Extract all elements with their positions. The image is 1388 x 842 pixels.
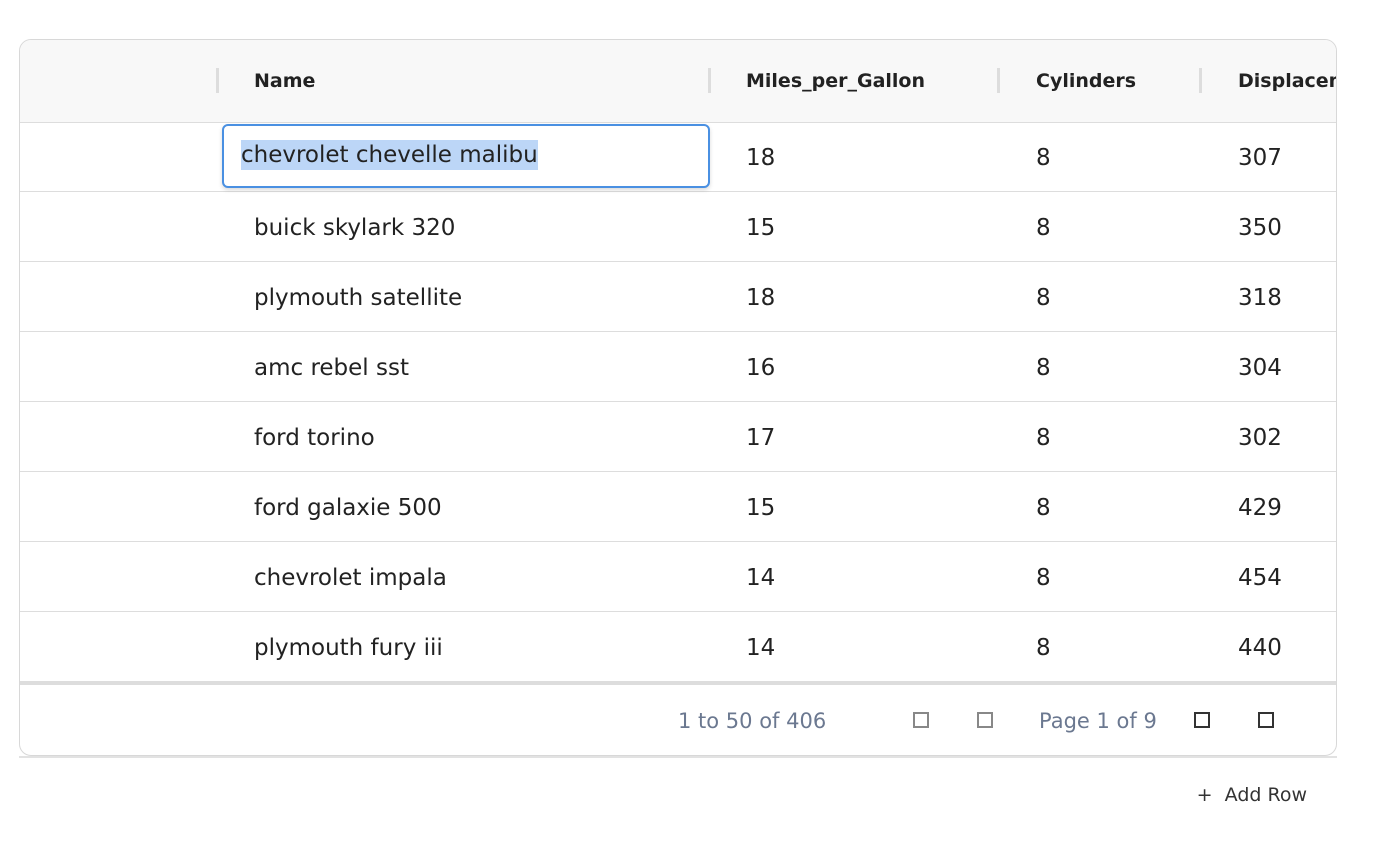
table-cell[interactable]: plymouth fury iii — [254, 635, 443, 661]
table-cell[interactable]: 8 — [1036, 425, 1051, 451]
column-resize-handle[interactable] — [216, 68, 219, 93]
table-cell[interactable]: 17 — [746, 425, 776, 451]
table-row: chevrolet chevelle malibu 18 8 307 — [20, 122, 1336, 192]
table-row: ford galaxie 500 15 8 429 — [20, 472, 1336, 542]
table-cell[interactable]: 8 — [1036, 145, 1051, 171]
table-row: buick skylark 320 15 8 350 — [20, 192, 1336, 262]
table-cell[interactable]: 18 — [746, 145, 776, 171]
table-cell[interactable]: 8 — [1036, 215, 1051, 241]
table-row: amc rebel sst 16 8 304 — [20, 332, 1336, 402]
table-cell[interactable]: 14 — [746, 565, 776, 591]
header-mpg[interactable]: Miles_per_Gallon — [746, 70, 926, 92]
table-cell[interactable]: 8 — [1036, 495, 1051, 521]
table-cell[interactable]: 440 — [1238, 635, 1282, 661]
cell-editor-input[interactable]: chevrolet chevelle malibu — [222, 124, 710, 188]
table-cell[interactable]: ford torino — [254, 425, 375, 451]
first-page-button[interactable] — [913, 712, 929, 728]
table-cell[interactable]: 15 — [746, 215, 776, 241]
table-cell[interactable]: 8 — [1036, 285, 1051, 311]
table-row: chevrolet impala 14 8 454 — [20, 542, 1336, 612]
table-cell[interactable]: 15 — [746, 495, 776, 521]
table-cell[interactable]: 304 — [1238, 355, 1282, 381]
table-cell[interactable]: 16 — [746, 355, 776, 381]
divider — [19, 756, 1337, 758]
table-cell[interactable]: ford galaxie 500 — [254, 495, 442, 521]
table-cell[interactable]: buick skylark 320 — [254, 215, 456, 241]
grid-header: Name Miles_per_Gallon Cylinders Displace… — [20, 40, 1336, 123]
last-page-button[interactable] — [1258, 712, 1274, 728]
add-row-button[interactable]: + Add Row — [1197, 784, 1307, 806]
table-cell[interactable]: amc rebel sst — [254, 355, 409, 381]
table-cell[interactable]: 350 — [1238, 215, 1282, 241]
add-row-label: Add Row — [1224, 784, 1307, 806]
row-range: 1 to 50 of 406 — [678, 709, 827, 733]
pagination-bar: 1 to 50 of 406 Page 1 of 9 — [20, 682, 1336, 755]
table-cell[interactable]: 8 — [1036, 635, 1051, 661]
header-name[interactable]: Name — [254, 70, 316, 92]
table-cell[interactable]: plymouth satellite — [254, 285, 463, 311]
next-page-button[interactable] — [1194, 712, 1210, 728]
table-cell[interactable]: 8 — [1036, 355, 1051, 381]
table-cell[interactable]: 14 — [746, 635, 776, 661]
column-resize-handle[interactable] — [708, 68, 711, 93]
table-cell[interactable]: 8 — [1036, 565, 1051, 591]
selected-text: chevrolet chevelle malibu — [241, 140, 538, 170]
table-cell[interactable]: 18 — [746, 285, 776, 311]
header-displacement[interactable]: Displacement — [1238, 70, 1336, 92]
table-cell[interactable]: 307 — [1238, 145, 1282, 171]
table-row: plymouth fury iii 14 8 440 — [20, 612, 1336, 682]
table-cell[interactable]: 318 — [1238, 285, 1282, 311]
table-row: ford torino 17 8 302 — [20, 402, 1336, 472]
table-cell[interactable]: 429 — [1238, 495, 1282, 521]
header-cylinders[interactable]: Cylinders — [1036, 70, 1137, 92]
plus-icon: + — [1196, 784, 1213, 806]
table-row: plymouth satellite 18 8 318 — [20, 262, 1336, 332]
table-cell[interactable]: chevrolet impala — [254, 565, 447, 591]
data-grid: Name Miles_per_Gallon Cylinders Displace… — [19, 39, 1337, 756]
column-resize-handle[interactable] — [1199, 68, 1202, 93]
table-cell[interactable]: 302 — [1238, 425, 1282, 451]
previous-page-button[interactable] — [977, 712, 993, 728]
column-resize-handle[interactable] — [997, 68, 1000, 93]
page-indicator: Page 1 of 9 — [1039, 709, 1157, 733]
table-cell[interactable]: 454 — [1238, 565, 1282, 591]
